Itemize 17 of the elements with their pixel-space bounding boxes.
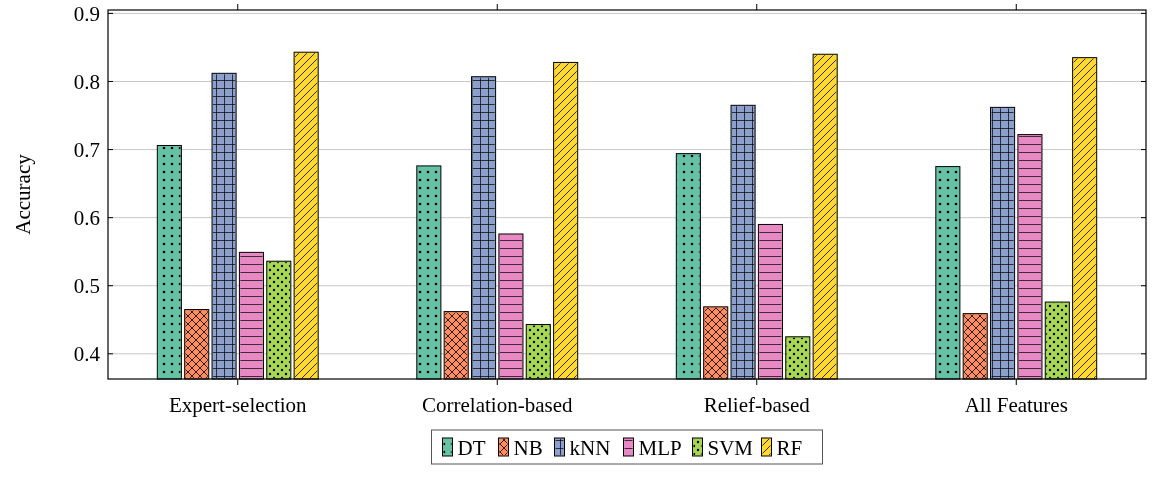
y-tick-label: 0.8 [73, 69, 100, 94]
legend-label: kNN [569, 436, 611, 460]
y-tick-label: 0.7 [73, 137, 100, 162]
y-axis-title: Accuracy [11, 153, 35, 235]
x-tick-label: Correlation-based [422, 393, 573, 417]
legend-label: DT [457, 436, 486, 460]
legend-label: NB [513, 436, 543, 460]
y-tick-label: 0.5 [73, 274, 100, 299]
x-tick-label: Expert-selection [168, 393, 308, 417]
x-tick-label: All Features [964, 393, 1068, 417]
legend-label: MLP [638, 436, 682, 460]
y-tick-label: 0.4 [73, 342, 101, 367]
y-tick-label: 0.9 [73, 1, 100, 26]
x-tick-label: Relief-based [703, 393, 811, 417]
y-tick-label: 0.6 [73, 206, 100, 230]
legend-label: RF [776, 436, 803, 460]
legend-label: SVM [707, 436, 754, 460]
